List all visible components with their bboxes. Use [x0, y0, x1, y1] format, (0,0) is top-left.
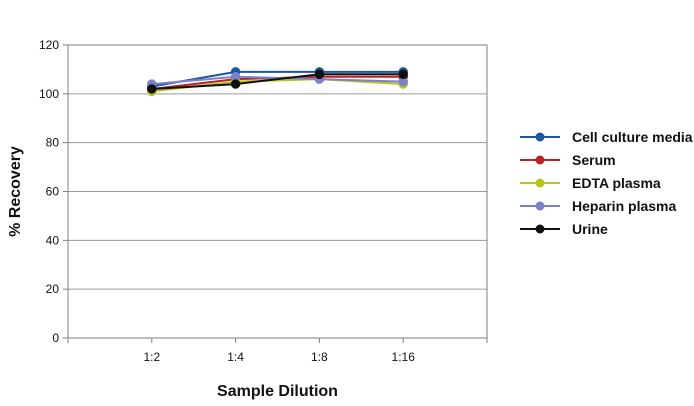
legend-marker [535, 178, 545, 188]
y-axis-ticks: 0 20 40 60 80 100 120 [39, 38, 68, 345]
y-tick-label: 100 [39, 87, 59, 101]
x-tick-label: 1:8 [311, 350, 328, 364]
data-point [314, 69, 325, 80]
x-tick-label: 1:16 [392, 350, 416, 364]
series-lines [147, 67, 408, 97]
legend-item: EDTA plasma [520, 175, 661, 191]
y-tick-label: 80 [46, 136, 60, 150]
legend-label: Serum [572, 152, 616, 168]
legend-marker [535, 201, 545, 211]
series-line [151, 73, 404, 90]
legend-marker [535, 155, 545, 165]
legend-item: Urine [520, 221, 608, 237]
y-tick-label: 60 [46, 185, 60, 199]
x-axis-title: Sample Dilution [217, 383, 338, 400]
legend-marker [535, 132, 545, 142]
legend-label: Cell culture media [572, 129, 693, 145]
series [147, 69, 408, 94]
legend-item: Serum [520, 152, 616, 168]
gridlines [68, 93, 487, 290]
legend-marker [535, 224, 545, 234]
legend: Cell culture media Serum EDTA plasma Hepari… [520, 129, 693, 237]
legend-label: Urine [572, 221, 608, 237]
series-line [151, 70, 404, 88]
y-tick-label: 40 [46, 233, 60, 247]
y-tick-label: 120 [39, 38, 59, 52]
series-line [151, 75, 404, 86]
legend-item: Heparin plasma [520, 198, 676, 214]
legend-item: Cell culture media [520, 129, 693, 145]
x-tick-label: 1:2 [143, 350, 160, 364]
data-point [398, 69, 408, 80]
data-point [147, 84, 157, 94]
legend-label: Heparin plasma [572, 198, 676, 214]
x-axis-ticks: 1:2 1:4 1:8 1:16 [67, 338, 488, 364]
legend-label: EDTA plasma [572, 175, 661, 191]
y-tick-label: 0 [52, 331, 59, 345]
y-axis-title: % Recovery [7, 146, 24, 237]
x-tick-label: 1:4 [227, 350, 244, 364]
data-point [230, 79, 241, 89]
y-tick-label: 20 [46, 282, 60, 296]
